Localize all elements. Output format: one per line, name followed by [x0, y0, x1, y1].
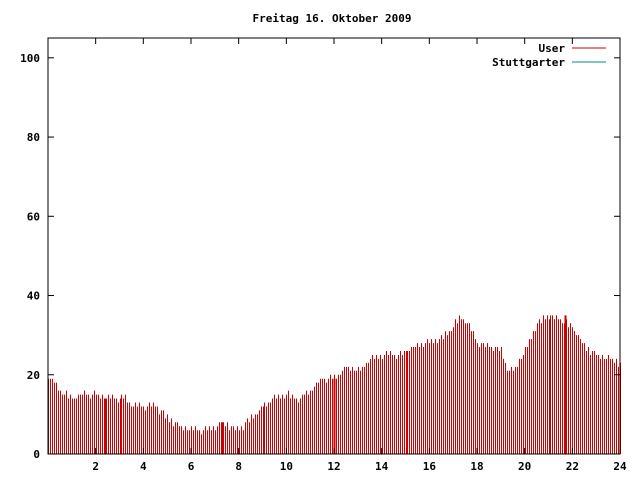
- x-tick-label: 18: [470, 460, 483, 473]
- x-tick-label: 12: [327, 460, 340, 473]
- legend-label-user: User: [539, 42, 566, 55]
- x-tick-label: 6: [188, 460, 195, 473]
- y-tick-label: 40: [27, 290, 40, 303]
- x-tick-label: 20: [518, 460, 531, 473]
- y-tick-label: 0: [33, 448, 40, 461]
- bars-group: [48, 315, 621, 454]
- y-tick-label: 20: [27, 369, 40, 382]
- y-tick-label: 100: [20, 52, 40, 65]
- x-axis: 2 4 6 8 10 12 14 16 18 20 22 24: [92, 38, 627, 473]
- x-tick-label: 4: [140, 460, 147, 473]
- x-tick-label: 10: [280, 460, 293, 473]
- y-axis: 0 20 40 60 80 100: [20, 52, 620, 461]
- spikes-group: [104, 315, 567, 454]
- y-tick-label: 60: [27, 210, 40, 223]
- x-tick-label: 24: [613, 460, 627, 473]
- x-tick-label: 14: [375, 460, 389, 473]
- x-tick-label: 22: [566, 460, 579, 473]
- x-tick-label: 16: [423, 460, 437, 473]
- legend: User Stuttgarter: [492, 42, 606, 69]
- y-tick-label: 80: [27, 131, 40, 144]
- legend-label-stuttgarter: Stuttgarter: [492, 56, 565, 69]
- x-tick-label: 8: [235, 460, 242, 473]
- x-tick-label: 2: [92, 460, 99, 473]
- chart-title: Freitag 16. Oktober 2009: [253, 12, 412, 25]
